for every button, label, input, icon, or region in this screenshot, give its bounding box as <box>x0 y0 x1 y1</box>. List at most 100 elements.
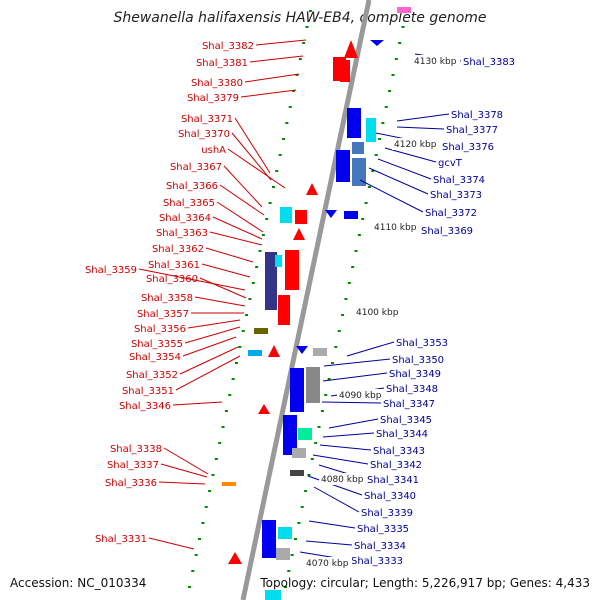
gene-feature <box>366 118 376 142</box>
left-track-dots <box>187 10 312 588</box>
leader-line <box>184 326 241 344</box>
gene-feature <box>278 527 292 539</box>
gene-label-right: Shal_3347 <box>383 399 435 410</box>
track-dot <box>294 538 298 540</box>
track-dot <box>283 586 287 588</box>
gene-label-right: Shal_3349 <box>389 369 441 380</box>
track-dot <box>324 394 328 396</box>
gene-feature <box>283 415 297 455</box>
track-dot <box>305 26 309 28</box>
track-dot <box>361 218 365 220</box>
track-dot <box>367 186 371 188</box>
leader-line <box>396 113 450 122</box>
track-dot <box>194 554 198 556</box>
gene-feature <box>258 404 270 414</box>
gene-feature <box>248 350 262 356</box>
track-dot <box>204 506 208 508</box>
track-dot <box>357 234 361 236</box>
track-dot <box>231 378 235 380</box>
track-dot <box>384 106 388 108</box>
gene-feature <box>298 428 312 440</box>
gene-label-left: Shal_3364 <box>159 213 211 224</box>
leader-line <box>321 401 382 404</box>
track-dot <box>391 74 395 76</box>
tick-label-bg <box>392 138 440 150</box>
gene-label-right: Shal_3374 <box>433 175 485 186</box>
track-dot <box>381 122 385 124</box>
gene-feature <box>276 548 290 560</box>
gene-feature <box>352 158 366 186</box>
tick-label-bg <box>319 473 367 485</box>
track-dot <box>255 266 259 268</box>
genome-backbone <box>240 0 372 600</box>
gene-label-right: gcvT <box>438 158 463 169</box>
leader-line <box>148 537 195 550</box>
leader-line <box>172 401 223 406</box>
gene-label-right: Shal_3340 <box>364 491 416 502</box>
track-dot <box>278 154 282 156</box>
track-dot <box>224 410 228 412</box>
gene-label-left: Shal_3365 <box>163 198 215 209</box>
feature-layer <box>222 7 411 600</box>
scale-tick-label: 4070 kbp <box>306 559 349 569</box>
gene-label-left: Shal_3356 <box>134 324 186 335</box>
leader-line <box>255 39 307 46</box>
track-dot <box>298 58 302 60</box>
track-dot <box>347 282 351 284</box>
gene-label-left: Shal_3336 <box>105 478 157 489</box>
gene-feature <box>296 346 308 354</box>
gene-label-left: Shal_3380 <box>191 78 243 89</box>
leader-line <box>305 540 353 546</box>
leader-line <box>209 231 263 246</box>
track-dot <box>234 362 238 364</box>
gene-feature <box>292 448 306 458</box>
gene-label-right: Shal_3339 <box>361 508 413 519</box>
gene-feature <box>325 210 337 218</box>
track-dot <box>241 330 245 332</box>
scale-tick-label: 4110 kbp <box>374 223 417 233</box>
gene-label-right: Shal_3376 <box>442 142 494 153</box>
scale-tick-label: 4120 kbp <box>394 140 437 150</box>
accession-text: Accession: NC_010334 <box>10 576 147 590</box>
gene-label-right: Shal_3343 <box>373 446 425 457</box>
leader-line <box>244 73 300 83</box>
gene-feature <box>278 295 290 325</box>
leader-line <box>160 463 208 478</box>
gene-label-left: Shal_3362 <box>152 244 204 255</box>
track-dot <box>285 122 289 124</box>
gene-feature <box>295 210 307 224</box>
track-dot <box>304 490 308 492</box>
gene-label-right: Shal_3372 <box>425 208 477 219</box>
gene-label-right: Shal_3345 <box>380 415 432 426</box>
gene-label-right: Shal_3369 <box>421 226 473 237</box>
track-dot <box>337 330 341 332</box>
track-dot <box>371 170 375 172</box>
gene-feature <box>313 348 327 356</box>
gene-feature <box>344 211 358 219</box>
gene-label-left: Shal_3370 <box>178 129 230 140</box>
gene-feature <box>280 207 292 223</box>
gene-feature <box>290 368 304 412</box>
track-dot <box>300 506 304 508</box>
leader-line <box>179 346 239 375</box>
leader-line <box>216 201 264 233</box>
gene-feature <box>397 7 411 13</box>
leader-line <box>175 355 241 391</box>
tick-label-bg <box>354 306 402 318</box>
leader-line <box>163 447 209 475</box>
track-dot <box>308 10 312 12</box>
track-dot <box>261 234 265 236</box>
gene-label-right: Shal_3350 <box>392 355 444 366</box>
track-dot <box>344 298 348 300</box>
gene-feature <box>275 255 282 267</box>
track-dot <box>351 266 355 268</box>
leader-line <box>322 372 388 382</box>
track-dot <box>320 410 324 412</box>
gene-feature <box>306 367 320 403</box>
gene-label-left: ushA <box>201 145 226 156</box>
gene-label-right: Shal_3377 <box>446 125 498 136</box>
track-dot <box>401 26 405 28</box>
leader-line <box>377 158 432 180</box>
track-dot <box>290 554 294 556</box>
